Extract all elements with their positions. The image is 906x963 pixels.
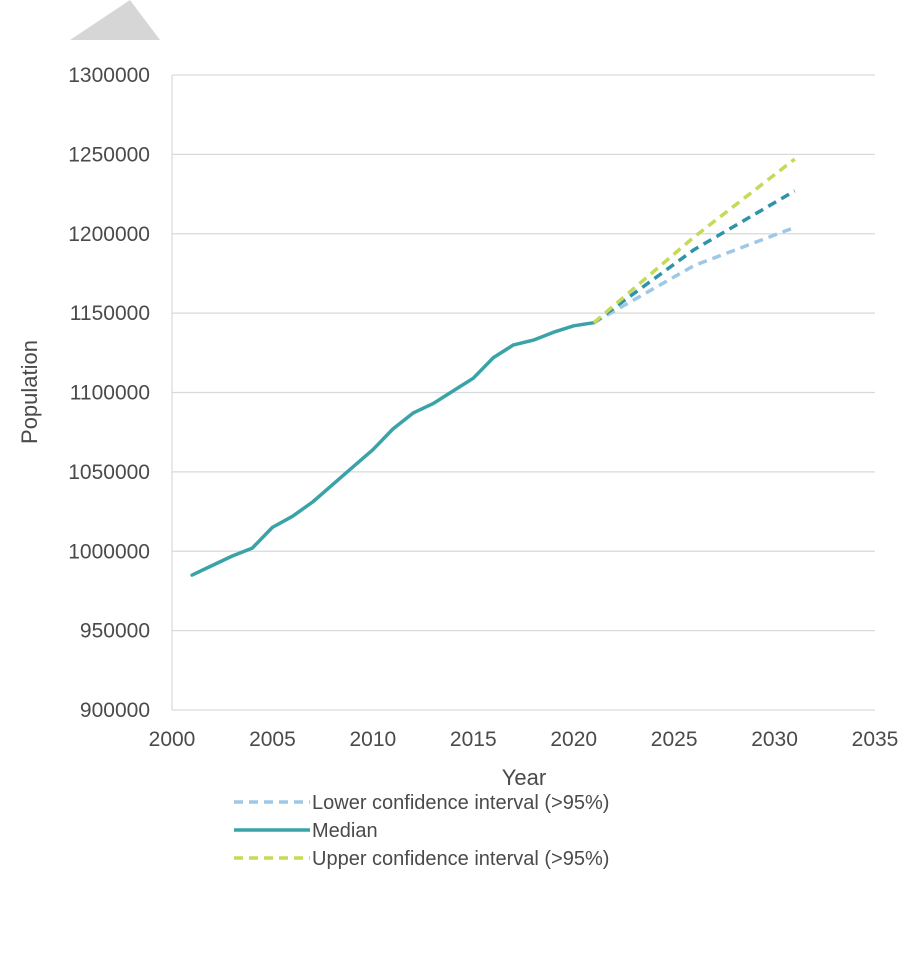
y-tick-label: 1050000 [68, 461, 150, 484]
y-tick-label: 900000 [80, 699, 150, 722]
y-tick-label: 1100000 [70, 382, 150, 405]
series-line-upper-confidence-interval-95 [592, 157, 796, 325]
gridlines [172, 74, 875, 632]
x-tick-label: 2005 [249, 728, 296, 751]
legend-label: Lower confidence interval (>95%) [312, 792, 609, 814]
y-tick-label: 1250000 [68, 143, 150, 166]
axes: 900000 950000 1000000 1050000 1100000 1150000… [68, 64, 898, 751]
y-tick-label: 1200000 [68, 223, 150, 246]
y-tick-label: 1300000 [68, 64, 150, 87]
x-tick-label: 2030 [751, 728, 798, 751]
series-line-median [190, 320, 596, 577]
y-axis-title: Population [17, 340, 42, 444]
x-axis-title: Year [502, 765, 546, 790]
series-line-lower-confidence-interval-95 [592, 225, 796, 325]
x-tick-label: 2015 [450, 728, 497, 751]
y-tick-label: 950000 [80, 620, 150, 643]
x-tick-label: 2025 [651, 728, 698, 751]
series-layer [190, 157, 796, 577]
legend-label: Median [312, 820, 378, 842]
x-tick-label: 2020 [550, 728, 597, 751]
y-tick-label: 1150000 [70, 302, 150, 325]
x-tick-label: 2000 [149, 728, 196, 751]
x-tick-label: 2035 [852, 728, 899, 751]
legend-label: Upper confidence interval (>95%) [312, 848, 609, 870]
y-tick-label: 1000000 [68, 540, 150, 563]
decorative-shape [70, 0, 160, 40]
x-tick-label: 2010 [349, 728, 396, 751]
legend: Lower confidence interval (>95%) Median Up… [234, 792, 609, 870]
series-line-median-projection [592, 189, 796, 325]
